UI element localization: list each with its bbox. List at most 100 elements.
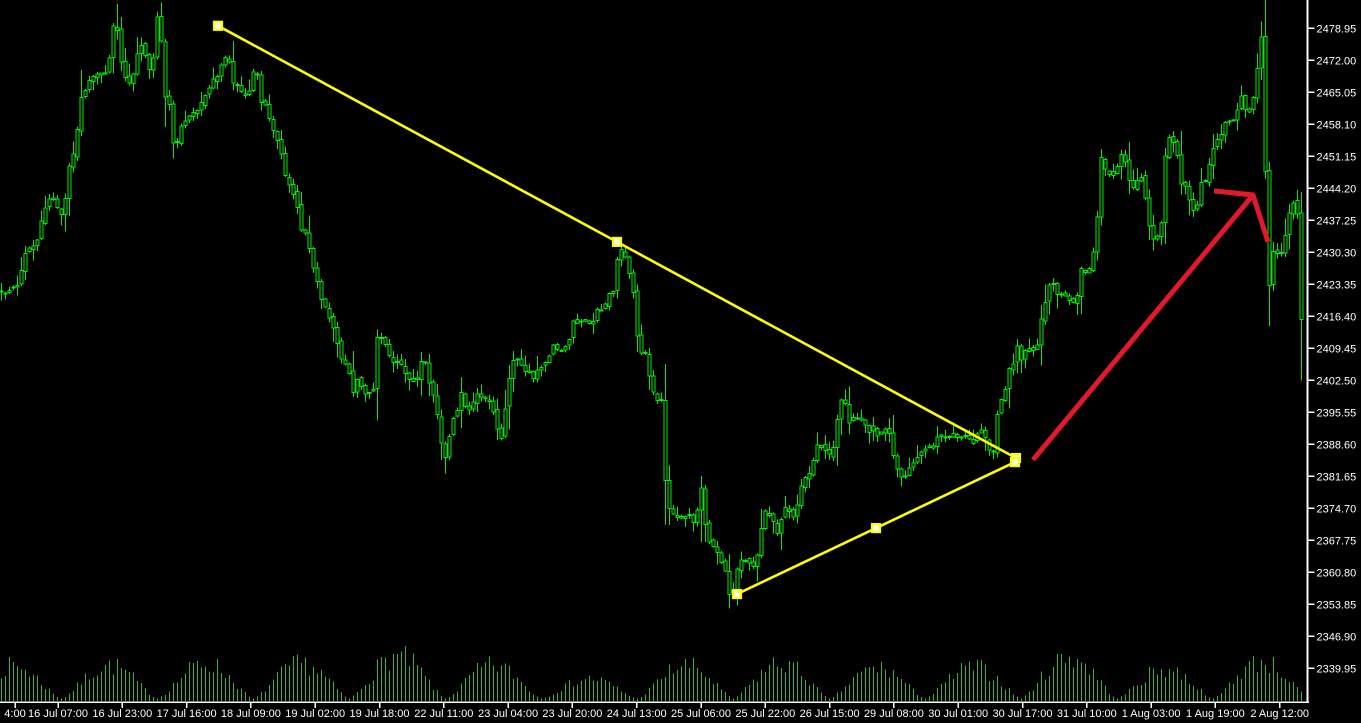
candle-body bbox=[1091, 251, 1096, 272]
time-tick-label: 29 Jul 08:00 bbox=[864, 708, 924, 720]
time-tick-label: 2 Aug 12:00 bbox=[1250, 708, 1309, 720]
candle-body bbox=[0, 290, 4, 293]
time-tick-label: 1 Aug 03:00 bbox=[1122, 708, 1181, 720]
price-tick-label: 2367.75 bbox=[1317, 535, 1357, 547]
candle-body bbox=[355, 379, 360, 393]
trendline-handle[interactable] bbox=[731, 588, 743, 600]
candle-body bbox=[447, 435, 452, 458]
candle-body bbox=[675, 514, 680, 519]
candle-body bbox=[199, 102, 204, 111]
candle-body bbox=[147, 53, 152, 70]
candle-body bbox=[1223, 121, 1228, 136]
candle-body bbox=[1287, 212, 1292, 235]
price-tick-label: 2339.95 bbox=[1317, 663, 1357, 675]
candle-body bbox=[679, 516, 684, 519]
candle-body bbox=[859, 417, 864, 421]
candle-body bbox=[243, 93, 248, 97]
candle-body bbox=[1015, 345, 1020, 363]
trendline-handle[interactable] bbox=[870, 522, 882, 534]
candle-body bbox=[707, 522, 712, 543]
candle-body bbox=[247, 90, 252, 96]
candle-body bbox=[239, 85, 244, 93]
candle-body bbox=[1059, 293, 1064, 296]
candle-body bbox=[927, 445, 932, 448]
candle-body bbox=[655, 393, 660, 401]
time-tick-label: 16 Jul 23:00 bbox=[92, 708, 152, 720]
candle-body bbox=[419, 361, 424, 380]
arrow-layer bbox=[1031, 188, 1271, 462]
candle-body bbox=[339, 340, 344, 360]
time-axis[interactable]: 4:00 16 Jul 07:00 16 Jul 23:00 17 Jul 16:00… bbox=[0, 701, 1309, 720]
candle-body bbox=[1055, 282, 1060, 295]
candle-body bbox=[695, 509, 700, 524]
candle-body bbox=[203, 95, 208, 106]
candle-body bbox=[971, 439, 976, 445]
candle-body bbox=[75, 128, 80, 158]
candle-body bbox=[511, 359, 516, 380]
candle-body bbox=[103, 72, 108, 75]
candle-body bbox=[719, 552, 724, 564]
candle-body bbox=[95, 73, 100, 78]
red-up-arrow[interactable] bbox=[1031, 188, 1271, 462]
candle-body bbox=[207, 87, 212, 95]
candle-body bbox=[603, 303, 608, 310]
candle-body bbox=[1187, 186, 1192, 201]
time-tick-label: 19 Jul 18:00 bbox=[350, 708, 410, 720]
candle-body bbox=[843, 399, 848, 404]
candle-body bbox=[387, 344, 392, 356]
candle-body bbox=[275, 131, 280, 141]
time-tick-label: 25 Jul 06:00 bbox=[671, 708, 731, 720]
candle-body bbox=[683, 515, 688, 520]
price-tick-label: 2388.60 bbox=[1317, 439, 1357, 451]
candle-body bbox=[195, 109, 200, 115]
price-tick-label: 2478.95 bbox=[1317, 23, 1357, 35]
candle-body bbox=[299, 204, 304, 231]
price-axis[interactable]: 2478.95 2472.00 2465.05 2458.10 2451.15 2444.… bbox=[1306, 0, 1357, 702]
candle-body bbox=[747, 558, 752, 564]
candle-body bbox=[1219, 133, 1224, 141]
candle-body bbox=[487, 399, 492, 402]
trendline-handle[interactable] bbox=[611, 236, 623, 248]
candle-body bbox=[691, 514, 696, 524]
candle-body bbox=[15, 284, 20, 288]
trendline-handle[interactable] bbox=[1009, 457, 1021, 468]
candle-body bbox=[99, 72, 104, 76]
candle-body bbox=[499, 427, 504, 440]
candle-body bbox=[767, 512, 772, 516]
candle-body bbox=[635, 290, 640, 337]
candle-body bbox=[295, 191, 300, 208]
candle-body bbox=[755, 554, 760, 568]
candle-body bbox=[687, 513, 692, 516]
candle-body bbox=[595, 309, 600, 322]
candle-body bbox=[1111, 170, 1116, 177]
candle-body bbox=[279, 138, 284, 155]
candle-body bbox=[907, 467, 912, 476]
candle-body bbox=[1211, 147, 1216, 166]
candle-body bbox=[823, 443, 828, 452]
price-tick-label: 2472.00 bbox=[1317, 55, 1357, 67]
candle-body bbox=[875, 427, 880, 437]
time-tick-label: 30 Jul 17:00 bbox=[993, 708, 1053, 720]
candle-body bbox=[947, 435, 952, 438]
trendline-handle[interactable] bbox=[212, 20, 224, 31]
candle-body bbox=[463, 393, 468, 408]
candle-body bbox=[911, 462, 916, 468]
candle-body bbox=[1143, 174, 1148, 199]
candle-body bbox=[923, 448, 928, 452]
candle-body bbox=[491, 400, 496, 413]
candle-body bbox=[955, 434, 960, 438]
candle-body bbox=[1255, 67, 1260, 99]
candle-body bbox=[1207, 163, 1212, 184]
candle-body bbox=[259, 74, 264, 104]
candle-body bbox=[27, 247, 32, 252]
candle-body bbox=[751, 561, 756, 568]
candle-body bbox=[555, 344, 560, 351]
candle-body bbox=[331, 316, 336, 329]
candle-body bbox=[631, 272, 636, 293]
candle-body bbox=[535, 369, 540, 380]
candle-body bbox=[903, 475, 908, 478]
candle-body bbox=[47, 198, 52, 207]
candle-body bbox=[503, 408, 508, 437]
candle-body bbox=[727, 571, 732, 595]
